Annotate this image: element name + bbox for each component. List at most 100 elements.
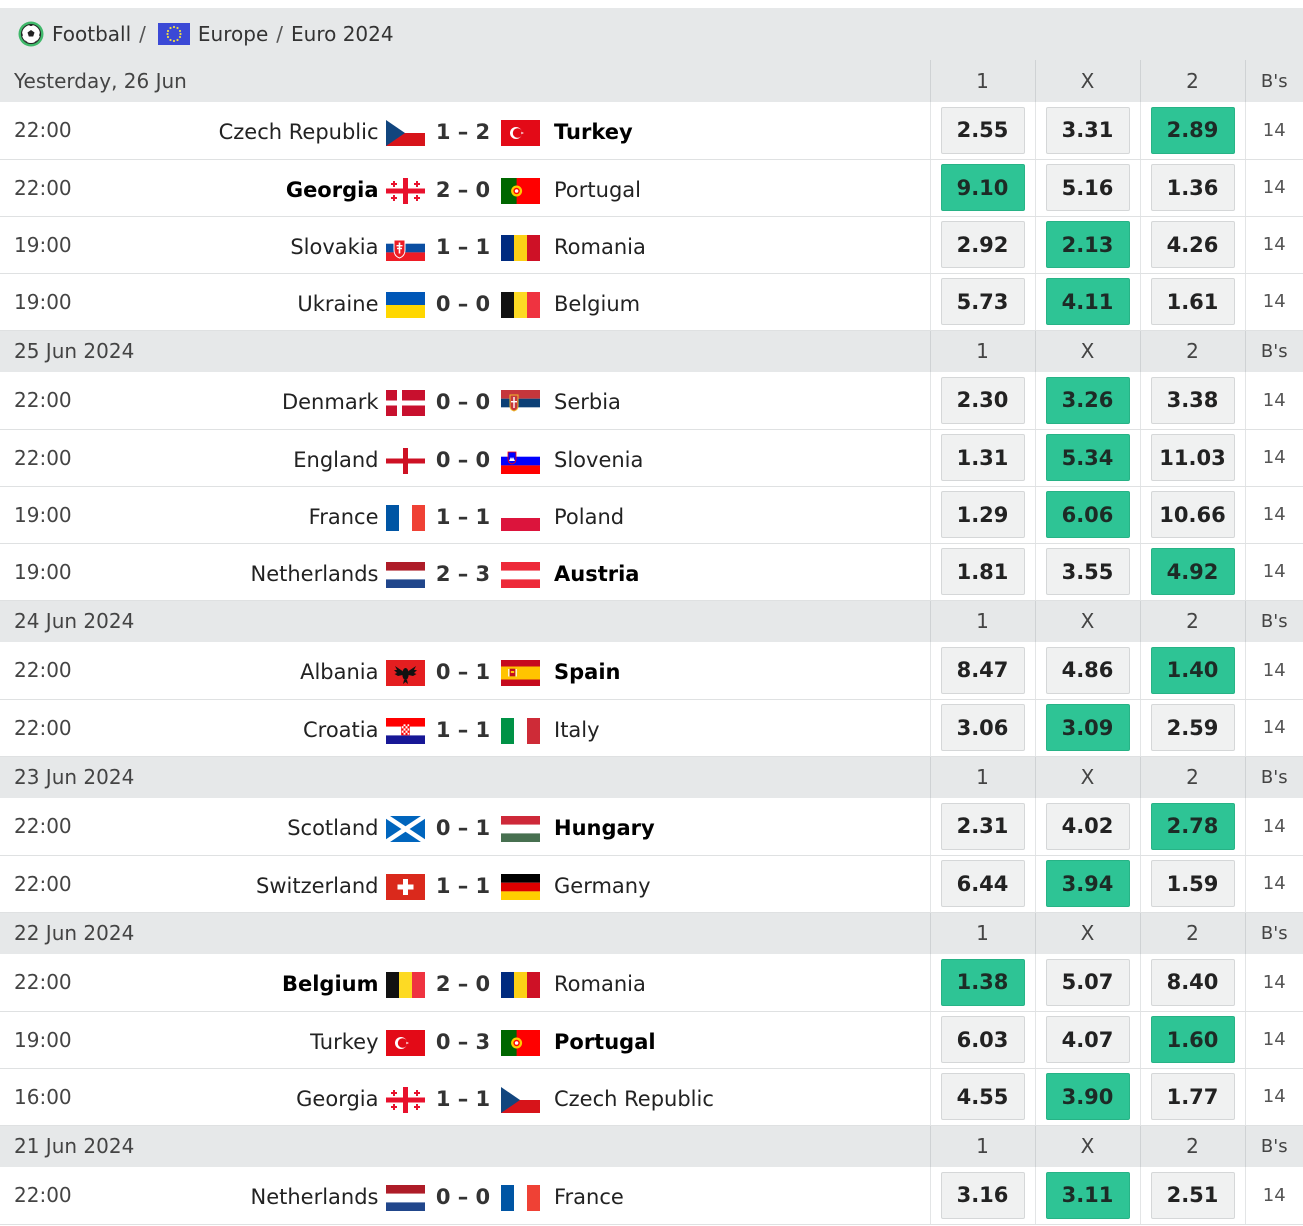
odd-draw-button[interactable]: 4.86	[1045, 646, 1130, 694]
odd-away-button[interactable]: 8.40	[1150, 958, 1235, 1006]
odd-draw-button[interactable]: 3.90	[1045, 1073, 1130, 1120]
odd-away-button[interactable]: 1.61	[1150, 278, 1235, 325]
odd-away-button[interactable]: 1.60	[1150, 1016, 1235, 1063]
away-team[interactable]: Serbia	[554, 390, 621, 414]
odd-home-button[interactable]: 1.31	[940, 434, 1025, 481]
odd-home-button[interactable]: 2.31	[940, 802, 1025, 850]
odd-home-button[interactable]: 1.81	[940, 548, 1025, 595]
odd-away-button[interactable]: 4.26	[1150, 221, 1235, 268]
odd-away-button[interactable]: 1.59	[1150, 860, 1235, 907]
odd-away-button[interactable]: 2.89	[1150, 106, 1235, 154]
match-info[interactable]: 22:00 Belgium 2 – 0 Romania	[0, 954, 930, 1012]
home-team[interactable]: Croatia	[303, 717, 379, 742]
away-team[interactable]: Italy	[554, 717, 600, 742]
odd-away-button[interactable]: 2.59	[1150, 704, 1235, 751]
match-info[interactable]: 19:00 France 1 – 1 Poland	[0, 486, 930, 544]
match-info[interactable]: 19:00 Ukraine 0 – 0 Belgium	[0, 273, 930, 331]
odd-home-button[interactable]: 5.73	[940, 278, 1025, 325]
away-team[interactable]: France	[554, 1185, 624, 1209]
odd-draw-button[interactable]: 5.34	[1045, 434, 1130, 481]
odd-home-button[interactable]: 3.16	[940, 1171, 1025, 1219]
odd-away-button[interactable]: 3.38	[1150, 376, 1235, 424]
match-row[interactable]: 22:00 Belgium 2 – 0 Romania 1.38 5.07 8.40 14	[0, 954, 1303, 1012]
odd-home-button[interactable]: 1.38	[940, 958, 1025, 1006]
match-row[interactable]: 19:00 Ukraine 0 – 0 Belgium 5.73 4.11 1.61 14	[0, 273, 1303, 331]
breadcrumb-football[interactable]: Football	[52, 22, 132, 46]
match-row[interactable]: 19:00 Netherlands 2 – 3 Austria 1.81 3.55 4.92…	[0, 543, 1303, 601]
odd-away-button[interactable]: 10.66	[1150, 491, 1235, 538]
away-team[interactable]: Belgium	[554, 291, 641, 316]
away-team[interactable]: Germany	[554, 873, 651, 898]
odd-away-button[interactable]: 1.40	[1150, 646, 1235, 694]
odd-away-button[interactable]: 1.36	[1150, 164, 1235, 211]
odd-away-button[interactable]: 2.78	[1150, 802, 1235, 850]
match-row[interactable]: 19:00 France 1 – 1 Poland 1.29 6.06 10.66 14	[0, 486, 1303, 544]
match-info[interactable]: 19:00 Slovakia 1 – 1 Romania	[0, 216, 930, 274]
odd-home-button[interactable]: 2.92	[940, 221, 1025, 268]
match-info[interactable]: 22:00 Georgia 2 – 0 Portugal	[0, 159, 930, 217]
home-team[interactable]: Switzerland	[256, 873, 379, 898]
home-team[interactable]: Albania	[300, 660, 379, 684]
away-team[interactable]: Turkey	[554, 120, 633, 144]
match-info[interactable]: 16:00 Georgia 1 – 1 Czech Republic	[0, 1068, 930, 1126]
odd-home-button[interactable]: 2.55	[940, 106, 1025, 154]
match-info[interactable]: 22:00 Denmark 0 – 0 Serbia	[0, 372, 930, 430]
odd-draw-button[interactable]: 2.13	[1045, 221, 1130, 268]
match-row[interactable]: 22:00 England 0 – 0 Slovenia 1.31 5.34 11.03 14	[0, 429, 1303, 487]
home-team[interactable]: Georgia	[285, 177, 379, 202]
away-team[interactable]: Austria	[554, 561, 640, 586]
home-team[interactable]: France	[308, 504, 379, 529]
home-team[interactable]: Scotland	[287, 816, 379, 840]
match-row[interactable]: 16:00 Georgia 1 – 1 Czech Republic 4.55 3.90 1…	[0, 1068, 1303, 1126]
odd-home-button[interactable]: 9.10	[940, 164, 1025, 211]
odd-draw-button[interactable]: 6.06	[1045, 491, 1130, 538]
away-team[interactable]: Slovenia	[554, 447, 644, 472]
home-team[interactable]: Belgium	[281, 972, 379, 996]
odd-away-button[interactable]: 11.03	[1150, 434, 1235, 481]
match-row[interactable]: 22:00 Albania 0 – 1 Spain 8.47 4.86 1.40 14	[0, 642, 1303, 700]
odd-away-button[interactable]: 1.77	[1150, 1073, 1235, 1120]
match-row[interactable]: 19:00 Slovakia 1 – 1 Romania 2.92 2.13 4.26 14	[0, 216, 1303, 274]
away-team[interactable]: Czech Republic	[554, 1086, 714, 1111]
odd-home-button[interactable]: 2.30	[940, 376, 1025, 424]
odd-home-button[interactable]: 8.47	[940, 646, 1025, 694]
home-team[interactable]: England	[293, 447, 379, 472]
odd-home-button[interactable]: 3.06	[940, 704, 1025, 751]
away-team[interactable]: Romania	[554, 972, 646, 996]
odd-away-button[interactable]: 4.92	[1150, 548, 1235, 595]
match-info[interactable]: 22:00 Czech Republic 1 – 2 Turkey	[0, 102, 930, 160]
odd-home-button[interactable]: 6.44	[940, 860, 1025, 907]
match-info[interactable]: 22:00 Scotland 0 – 1 Hungary	[0, 798, 930, 856]
odd-draw-button[interactable]: 4.02	[1045, 802, 1130, 850]
match-info[interactable]: 22:00 Switzerland 1 – 1 Germany	[0, 855, 930, 913]
match-row[interactable]: 22:00 Denmark 0 – 0 Serbia 2.30 3.26 3.38 14	[0, 372, 1303, 430]
home-team[interactable]: Czech Republic	[218, 120, 379, 144]
away-team[interactable]: Hungary	[554, 816, 655, 840]
match-row[interactable]: 22:00 Czech Republic 1 – 2 Turkey 2.55 3.31 2.…	[0, 102, 1303, 160]
match-row[interactable]: 22:00 Georgia 2 – 0 Portugal 9.10 5.16 1.36 14	[0, 159, 1303, 217]
odd-draw-button[interactable]: 3.26	[1045, 376, 1130, 424]
match-row[interactable]: 22:00 Croatia 1 – 1 Italy 3.06 3.09 2.59 14	[0, 699, 1303, 757]
match-info[interactable]: 22:00 Albania 0 – 1 Spain	[0, 642, 930, 700]
odd-draw-button[interactable]: 3.31	[1045, 106, 1130, 154]
breadcrumb-euro-2024[interactable]: Euro 2024	[291, 22, 394, 46]
away-team[interactable]: Portugal	[554, 1029, 656, 1054]
match-info[interactable]: 19:00 Netherlands 2 – 3 Austria	[0, 543, 930, 601]
match-info[interactable]: 22:00 England 0 – 0 Slovenia	[0, 429, 930, 487]
odd-draw-button[interactable]: 3.09	[1045, 704, 1130, 751]
away-team[interactable]: Romania	[554, 234, 646, 259]
match-info[interactable]: 22:00 Croatia 1 – 1 Italy	[0, 699, 930, 757]
match-row[interactable]: 22:00 Switzerland 1 – 1 Germany 6.44 3.94 1.59…	[0, 855, 1303, 913]
home-team[interactable]: Slovakia	[290, 234, 379, 259]
odd-draw-button[interactable]: 3.94	[1045, 860, 1130, 907]
home-team[interactable]: Denmark	[281, 390, 379, 414]
home-team[interactable]: Georgia	[296, 1086, 379, 1111]
home-team[interactable]: Turkey	[310, 1029, 379, 1054]
away-team[interactable]: Portugal	[554, 177, 641, 202]
away-team[interactable]: Poland	[554, 504, 625, 529]
odd-home-button[interactable]: 4.55	[940, 1073, 1025, 1120]
home-team[interactable]: Netherlands	[250, 561, 379, 586]
match-row[interactable]: 22:00 Netherlands 0 – 0 France 3.16 3.11 2.51 1…	[0, 1167, 1303, 1225]
odd-home-button[interactable]: 1.29	[940, 491, 1025, 538]
odd-draw-button[interactable]: 4.11	[1045, 278, 1130, 325]
